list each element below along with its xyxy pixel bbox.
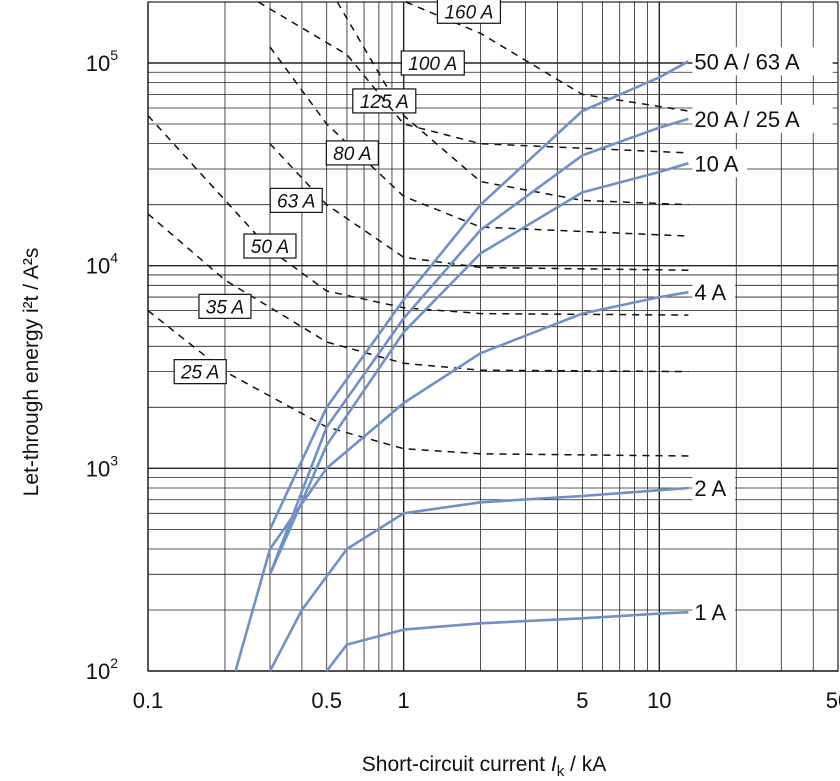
series-label-bg [692,598,736,627]
series-label-bg [692,149,748,178]
fuse-label-box [436,0,502,24]
x-tick-label: 0.5 [311,688,342,713]
x-tick-label: 0.1 [133,688,164,713]
fuse-label-box [269,187,323,213]
x-tick-label: 1 [398,688,410,713]
x-tick-label: 10 [647,688,671,713]
x-axis-title-suffix: / kA [564,753,606,776]
fuse-curve [147,115,689,316]
y-tick-label: 105 [86,47,118,76]
x-tick-labels: 0.1 0.5 1 5 10 50 [133,688,840,713]
y-tick-labels: 102 103 104 105 [86,47,118,684]
series-label: 50 A / 63 A [694,49,800,74]
series-curve [234,290,689,672]
fuse-curve [269,143,689,271]
series-label: 20 A / 25 A [694,107,800,132]
x-tick-label: 5 [576,688,588,713]
fuse-label: 125 A [360,92,409,113]
fuse-label-box [198,293,252,319]
series-curve [268,60,690,530]
series-curves: 50 A / 63 A 20 A / 25 A 10 A 4 A 2 A 1 A [234,47,833,672]
x-axis-title: Short-circuit current Ik / kA [362,753,606,780]
fuse-label-box [173,359,227,385]
fuse-label-box [243,233,297,259]
series-label: 10 A [694,151,738,176]
fuse-label: 80 A [333,144,371,165]
series-label: 4 A [694,280,726,305]
y-tick-label: 102 [86,655,118,684]
fuse-label: 50 A [251,237,289,258]
x-axis-title-var: I [551,753,557,776]
fuse-label: 100 A [408,54,457,75]
fuse-curve [269,46,689,237]
series-curve [268,117,689,575]
fuse-label: 63 A [277,191,315,212]
series-label-bg [692,278,736,307]
x-tick-label: 50 [826,688,840,713]
fuse-curve [257,1,689,154]
fuse-label-box [325,140,379,166]
x-axis-title-sub: k [557,763,565,780]
series-label: 1 A [694,600,726,625]
fuse-label: 25 A [180,363,219,384]
fuse-label-box [400,50,465,76]
series-label-bg [692,473,736,502]
series-curve [325,610,689,672]
y-tick-label: 104 [86,250,118,279]
fuse-curves: 25 A 35 A 50 A 63 A 80 A 125 A 100 A 160 A [147,0,689,457]
y-tick-label: 103 [86,452,118,481]
series-label-bg [692,47,833,76]
series-label-bg [692,104,833,133]
x-axis-title-prefix: Short-circuit current [362,753,551,776]
series-curve [268,162,689,575]
y-axis-title: Let-through energy i²t / A²s [20,248,43,497]
series-label: 2 A [694,476,726,501]
fuse-label: 160 A [444,2,493,23]
fuse-label: 35 A [206,297,244,318]
series-curve [268,486,689,672]
